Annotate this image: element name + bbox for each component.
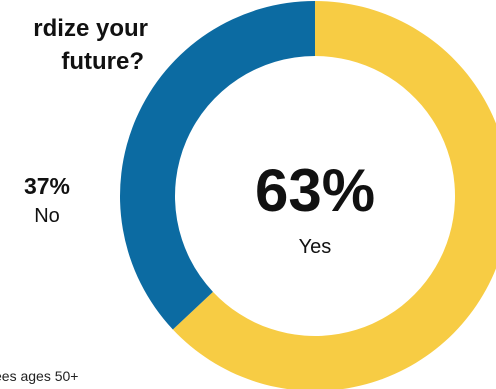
footnote: ees ages 50+: [0, 368, 79, 384]
question-line-2: future?: [61, 48, 144, 75]
no-label: No: [34, 205, 60, 227]
donut-slice-no: [120, 1, 316, 330]
no-percentage: 37%: [23, 173, 71, 199]
yes-label: Yes: [298, 236, 332, 258]
yes-percentage: 63%: [254, 157, 376, 224]
question-line-1: rdize your: [33, 15, 148, 42]
donut-slices: [120, 1, 496, 389]
donut-slice-yes: [172, 1, 496, 389]
